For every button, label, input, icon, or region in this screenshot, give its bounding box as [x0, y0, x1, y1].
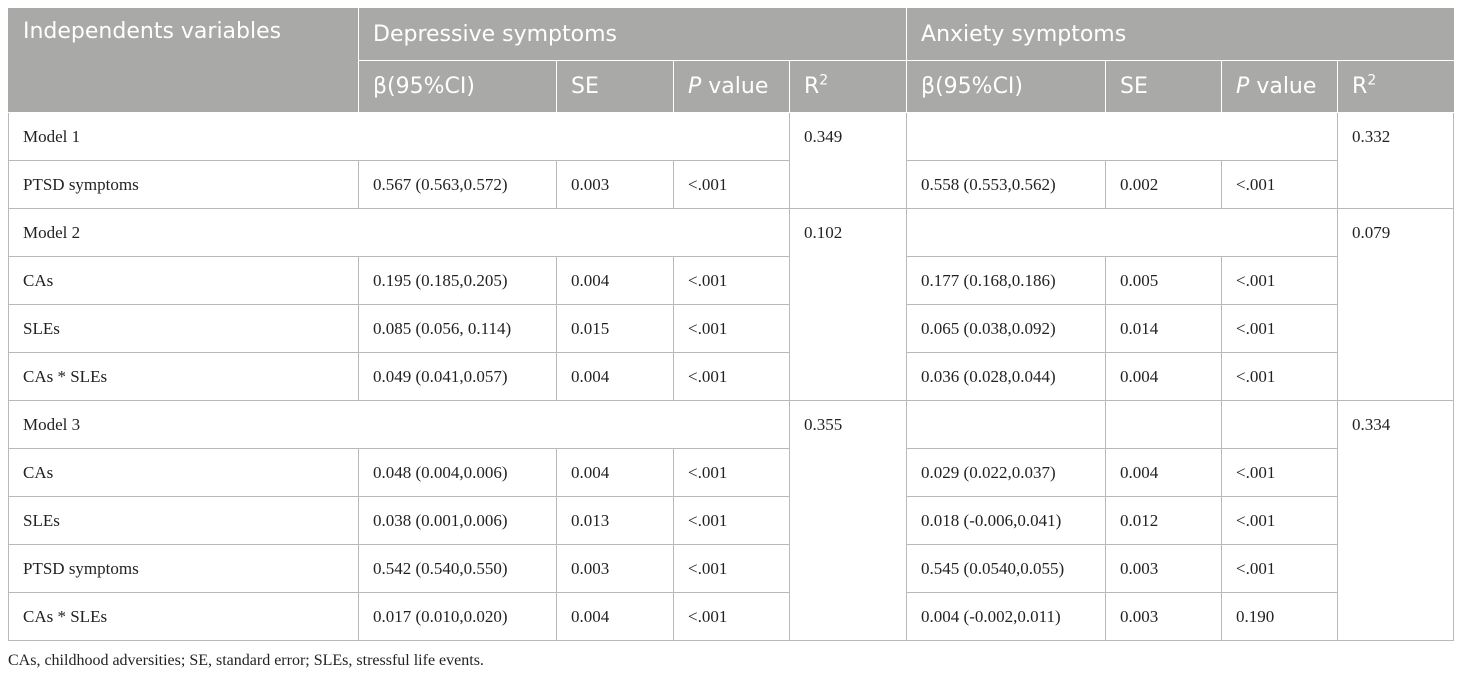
dep-se-cell: 0.003	[556, 160, 674, 209]
table-row: PTSD symptoms 0.567 (0.563,0.572) 0.003 …	[8, 160, 1454, 209]
model-label: Model 2	[8, 208, 790, 257]
anx-se-cell: 0.014	[1105, 304, 1223, 353]
dep-se-cell: 0.004	[556, 592, 674, 641]
table-footnote: CAs, childhood adversities; SE, standard…	[8, 652, 484, 669]
anx-p-cell: <.001	[1221, 304, 1339, 353]
dep-se-cell: 0.004	[556, 352, 674, 401]
anx-se-cell: 0.012	[1105, 496, 1223, 545]
table-header: Independents variables Depressive sympto…	[8, 8, 1455, 113]
anx-beta-cell: 0.558 (0.553,0.562)	[906, 160, 1107, 209]
anx-beta-cell: 0.036 (0.028,0.044)	[906, 352, 1107, 401]
dep-p-cell: <.001	[673, 496, 790, 545]
variable-name: CAs	[8, 448, 359, 497]
dep-r2-header: R2	[788, 60, 908, 113]
dep-p-cell: <.001	[673, 544, 790, 593]
anx-se-cell: 0.005	[1105, 256, 1223, 305]
anxiety-symptoms-header: Anxiety symptoms	[906, 8, 1455, 61]
table-row: SLEs 0.085 (0.056, 0.114) 0.015 <.001 0.…	[8, 304, 1454, 353]
dep-p-cell: <.001	[673, 160, 790, 209]
anx-p-cell: 0.190	[1221, 592, 1339, 641]
anx-beta-cell: 0.004 (-0.002,0.011)	[906, 592, 1107, 641]
dep-p-cell: <.001	[673, 352, 790, 401]
anx-se-header: SE	[1105, 60, 1223, 113]
anx-se-cell: 0.003	[1105, 592, 1223, 641]
dep-beta-cell: 0.017 (0.010,0.020)	[358, 592, 557, 641]
empty-cell	[1221, 400, 1339, 449]
anx-beta-cell: 0.177 (0.168,0.186)	[906, 256, 1107, 305]
variable-name: PTSD symptoms	[8, 160, 359, 209]
dep-beta-cell: 0.195 (0.185,0.205)	[358, 256, 557, 305]
dep-p-cell: <.001	[673, 256, 790, 305]
dep-se-cell: 0.004	[556, 256, 674, 305]
model-label: Model 3	[8, 400, 790, 449]
anx-p-value-header: P value	[1221, 60, 1339, 113]
dep-p-cell: <.001	[673, 592, 790, 641]
dep-p-value-header: P value	[673, 60, 790, 113]
model-row: Model 1 0.349 0.332	[8, 112, 1455, 209]
dep-se-header: SE	[556, 60, 674, 113]
dep-beta-cell: 0.567 (0.563,0.572)	[358, 160, 557, 209]
anx-p-cell: <.001	[1221, 496, 1339, 545]
dep-se-cell: 0.015	[556, 304, 674, 353]
anx-r2-header: R2	[1337, 60, 1455, 113]
model-row: Model 2 0.102 0.079	[8, 208, 1455, 401]
table-row: SLEs 0.038 (0.001,0.006) 0.013 <.001 0.0…	[8, 496, 1454, 545]
model-label: Model 1	[8, 112, 790, 161]
dep-r2-value: 0.355	[788, 400, 908, 641]
anx-p-cell: <.001	[1221, 448, 1339, 497]
variable-name: SLEs	[8, 304, 359, 353]
anx-r2-value: 0.334	[1337, 400, 1455, 641]
variable-name: PTSD symptoms	[8, 544, 359, 593]
table-row: CAs * SLEs 0.017 (0.010,0.020) 0.004 <.0…	[8, 592, 1454, 641]
anx-beta-cell: 0.065 (0.038,0.092)	[906, 304, 1107, 353]
dep-beta-cell: 0.542 (0.540,0.550)	[358, 544, 557, 593]
empty-cell	[906, 112, 1339, 161]
anx-beta-cell: 0.018 (-0.006,0.041)	[906, 496, 1107, 545]
table-row: CAs 0.195 (0.185,0.205) 0.004 <.001 0.17…	[8, 256, 1454, 305]
anx-se-cell: 0.003	[1105, 544, 1223, 593]
anx-se-cell: 0.004	[1105, 352, 1223, 401]
anx-se-cell: 0.002	[1105, 160, 1223, 209]
anx-p-cell: <.001	[1221, 160, 1339, 209]
anx-beta-header: β(95%CI)	[906, 60, 1107, 113]
dep-p-cell: <.001	[673, 448, 790, 497]
variable-name: CAs	[8, 256, 359, 305]
anx-beta-cell: 0.545 (0.0540,0.055)	[906, 544, 1107, 593]
empty-cell	[1105, 400, 1223, 449]
dep-r2-value: 0.102	[788, 208, 908, 401]
depressive-symptoms-header: Depressive symptoms	[357, 8, 908, 61]
model-row: Model 3 0.355 0.334	[8, 400, 1455, 641]
dep-se-cell: 0.004	[556, 448, 674, 497]
dep-r2-value: 0.349	[788, 112, 908, 209]
anx-beta-cell: 0.029 (0.022,0.037)	[906, 448, 1107, 497]
empty-cell	[906, 400, 1107, 449]
variable-name: SLEs	[8, 496, 359, 545]
anx-p-cell: <.001	[1221, 544, 1339, 593]
dep-beta-cell: 0.049 (0.041,0.057)	[358, 352, 557, 401]
variable-name: CAs * SLEs	[8, 592, 359, 641]
dep-beta-cell: 0.085 (0.056, 0.114)	[358, 304, 557, 353]
dep-p-cell: <.001	[673, 304, 790, 353]
regression-table: Independents variables Depressive sympto…	[8, 8, 1455, 641]
dep-se-cell: 0.003	[556, 544, 674, 593]
variable-name: CAs * SLEs	[8, 352, 359, 401]
anx-r2-value: 0.079	[1337, 208, 1455, 401]
anx-p-cell: <.001	[1221, 352, 1339, 401]
table-body: Model 1 0.349 0.332 PTSD symptoms 0.567 …	[8, 112, 1455, 641]
table-row: CAs 0.048 (0.004,0.006) 0.004 <.001 0.02…	[8, 448, 1454, 497]
empty-cell	[906, 208, 1339, 257]
dep-beta-cell: 0.048 (0.004,0.006)	[358, 448, 557, 497]
anx-se-cell: 0.004	[1105, 448, 1223, 497]
table-row: PTSD symptoms 0.542 (0.540,0.550) 0.003 …	[8, 544, 1454, 593]
anx-p-cell: <.001	[1221, 256, 1339, 305]
anx-r2-value: 0.332	[1337, 112, 1455, 209]
independents-variables-header: Independents variables	[8, 8, 359, 113]
table-row: CAs * SLEs 0.049 (0.041,0.057) 0.004 <.0…	[8, 352, 1454, 401]
dep-beta-header: β(95%CI)	[358, 60, 557, 113]
dep-se-cell: 0.013	[556, 496, 674, 545]
dep-beta-cell: 0.038 (0.001,0.006)	[358, 496, 557, 545]
